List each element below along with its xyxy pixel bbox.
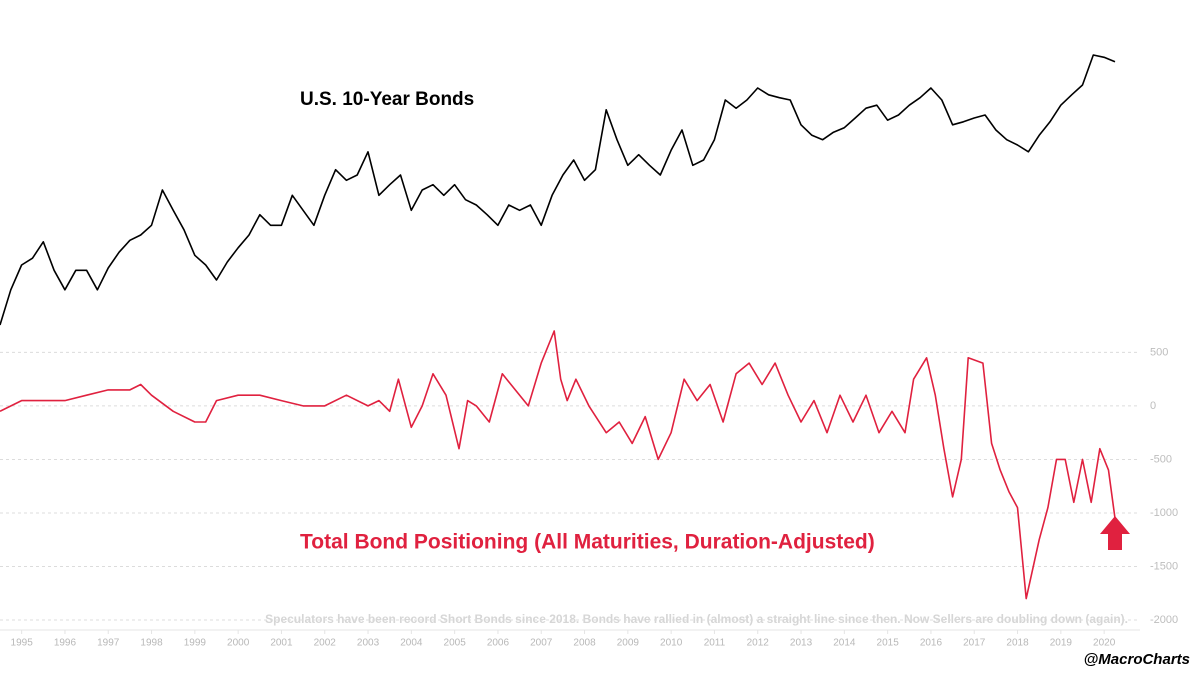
x-tick-label: 2010 — [660, 638, 683, 649]
x-tick-label: 2016 — [920, 638, 943, 649]
x-tick-label: 2009 — [617, 638, 640, 649]
arrow — [1100, 516, 1130, 550]
x-tick-label: 1999 — [184, 638, 207, 649]
x-tick-label: 2015 — [877, 638, 900, 649]
data-line — [0, 330, 1116, 600]
y-tick-label: -1000 — [1150, 507, 1178, 519]
x-tick-label: 2020 — [1093, 638, 1116, 649]
y-tick-label: 0 — [1150, 400, 1156, 412]
x-tick-label: 2005 — [444, 638, 467, 649]
credit: @MacroCharts — [1084, 651, 1190, 668]
x-tick-label: 2004 — [400, 638, 423, 649]
bottom-title: Total Bond Positioning (All Maturities, … — [300, 531, 875, 554]
x-tick-label: 2007 — [530, 638, 553, 649]
x-tick-label: 1997 — [97, 638, 120, 649]
x-tick-label: 2018 — [1006, 638, 1029, 649]
x-tick-label: 2001 — [270, 638, 293, 649]
x-tick-label: 2014 — [833, 638, 856, 649]
x-tick-label: 2008 — [573, 638, 596, 649]
x-tick-label: 2017 — [963, 638, 986, 649]
y-tick-label: -2000 — [1150, 614, 1178, 626]
y-tick-label: 500 — [1150, 346, 1168, 358]
x-tick-label: 2012 — [747, 638, 770, 649]
y-tick-label: -500 — [1150, 453, 1172, 465]
x-tick-label: 2002 — [314, 638, 337, 649]
x-tick-label: 2003 — [357, 638, 380, 649]
x-tick-label: 2011 — [704, 638, 726, 649]
x-tick-label: 2013 — [790, 638, 813, 649]
y-tick-label: -1500 — [1150, 560, 1178, 572]
x-tick-label: 1996 — [54, 638, 77, 649]
x-tick-label: 1998 — [140, 638, 163, 649]
x-tick-label: 2000 — [227, 638, 250, 649]
x-tick-label: 1995 — [11, 638, 34, 649]
note: Speculators have been record Short Bonds… — [265, 612, 1128, 626]
x-tick-label: 2006 — [487, 638, 510, 649]
data-line — [0, 54, 1116, 326]
top-title: U.S. 10-Year Bonds — [300, 89, 474, 110]
x-tick-label: 2019 — [1050, 638, 1073, 649]
